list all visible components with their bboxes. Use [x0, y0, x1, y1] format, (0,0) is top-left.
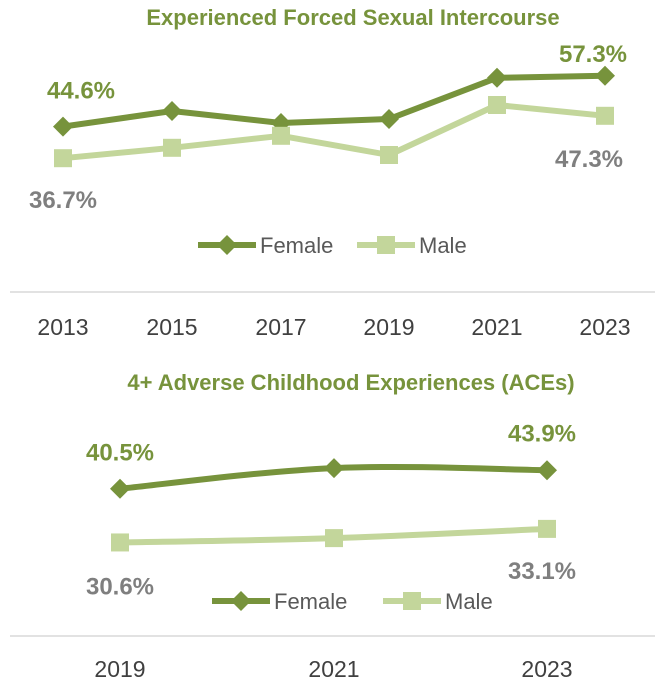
data-label-female-5: 57.3%: [559, 41, 627, 68]
point-male-0: [54, 149, 72, 168]
chart-2: 4+ Adverse Childhood Experiences (ACEs) 4…: [10, 370, 655, 682]
legend-marker-female: [231, 591, 251, 611]
data-label-male-0: 30.6%: [86, 573, 154, 600]
point-female-0: [110, 478, 130, 499]
series-line-female: [62, 72, 606, 130]
series-line-male: [62, 102, 606, 162]
x-tick-label-2021: 2021: [471, 314, 522, 340]
point-male-0: [111, 533, 129, 552]
legend-entry-male: Male: [383, 589, 493, 614]
x-tick-label-2021: 2021: [308, 656, 359, 682]
point-female-0: [53, 116, 73, 137]
point-male-2: [538, 519, 556, 538]
point-male-1: [325, 529, 343, 548]
point-female-5: [595, 65, 615, 86]
data-label-female-0: 40.5%: [86, 440, 154, 467]
chart-title: 4+ Adverse Childhood Experiences (ACEs): [127, 370, 574, 395]
data-label-male-0: 36.7%: [29, 187, 97, 214]
legend-entry-female: Female: [212, 589, 347, 614]
point-male-2: [272, 126, 290, 145]
data-label-female-0: 44.6%: [47, 78, 115, 105]
legend-label-female: Female: [274, 589, 347, 614]
legend-label-male: Male: [445, 589, 493, 614]
point-male-5: [596, 106, 614, 125]
legend-marker-male: [403, 592, 421, 610]
point-female-4: [487, 67, 507, 88]
point-male-3: [380, 146, 398, 164]
data-label-male-2: 33.1%: [508, 558, 576, 585]
data-label-male-5: 47.3%: [555, 146, 623, 173]
point-female-2: [537, 460, 557, 481]
legend-marker-female: [217, 235, 237, 255]
point-female-1: [324, 458, 344, 479]
point-male-1: [163, 138, 181, 157]
legend-label-male: Male: [419, 233, 467, 258]
point-male-4: [488, 96, 506, 114]
legend-entry-male: Male: [357, 233, 467, 258]
x-tick-label-2023: 2023: [521, 656, 572, 682]
legend-label-female: Female: [260, 233, 333, 258]
x-tick-label-2019: 2019: [363, 314, 414, 340]
legend-entry-female: Female: [198, 233, 333, 258]
legend-marker-male: [377, 236, 395, 254]
x-tick-label-2023: 2023: [579, 314, 630, 340]
point-female-1: [162, 101, 182, 121]
chart-title: Experienced Forced Sexual Intercourse: [146, 5, 559, 30]
x-tick-label-2019: 2019: [94, 656, 145, 682]
chart-1: Experienced Forced Sexual Intercourse 44.…: [10, 5, 655, 340]
x-tick-label-2015: 2015: [146, 314, 197, 340]
point-female-3: [379, 109, 399, 129]
x-tick-label-2013: 2013: [37, 314, 88, 340]
data-label-female-2: 43.9%: [508, 420, 576, 447]
x-tick-label-2017: 2017: [255, 314, 306, 340]
